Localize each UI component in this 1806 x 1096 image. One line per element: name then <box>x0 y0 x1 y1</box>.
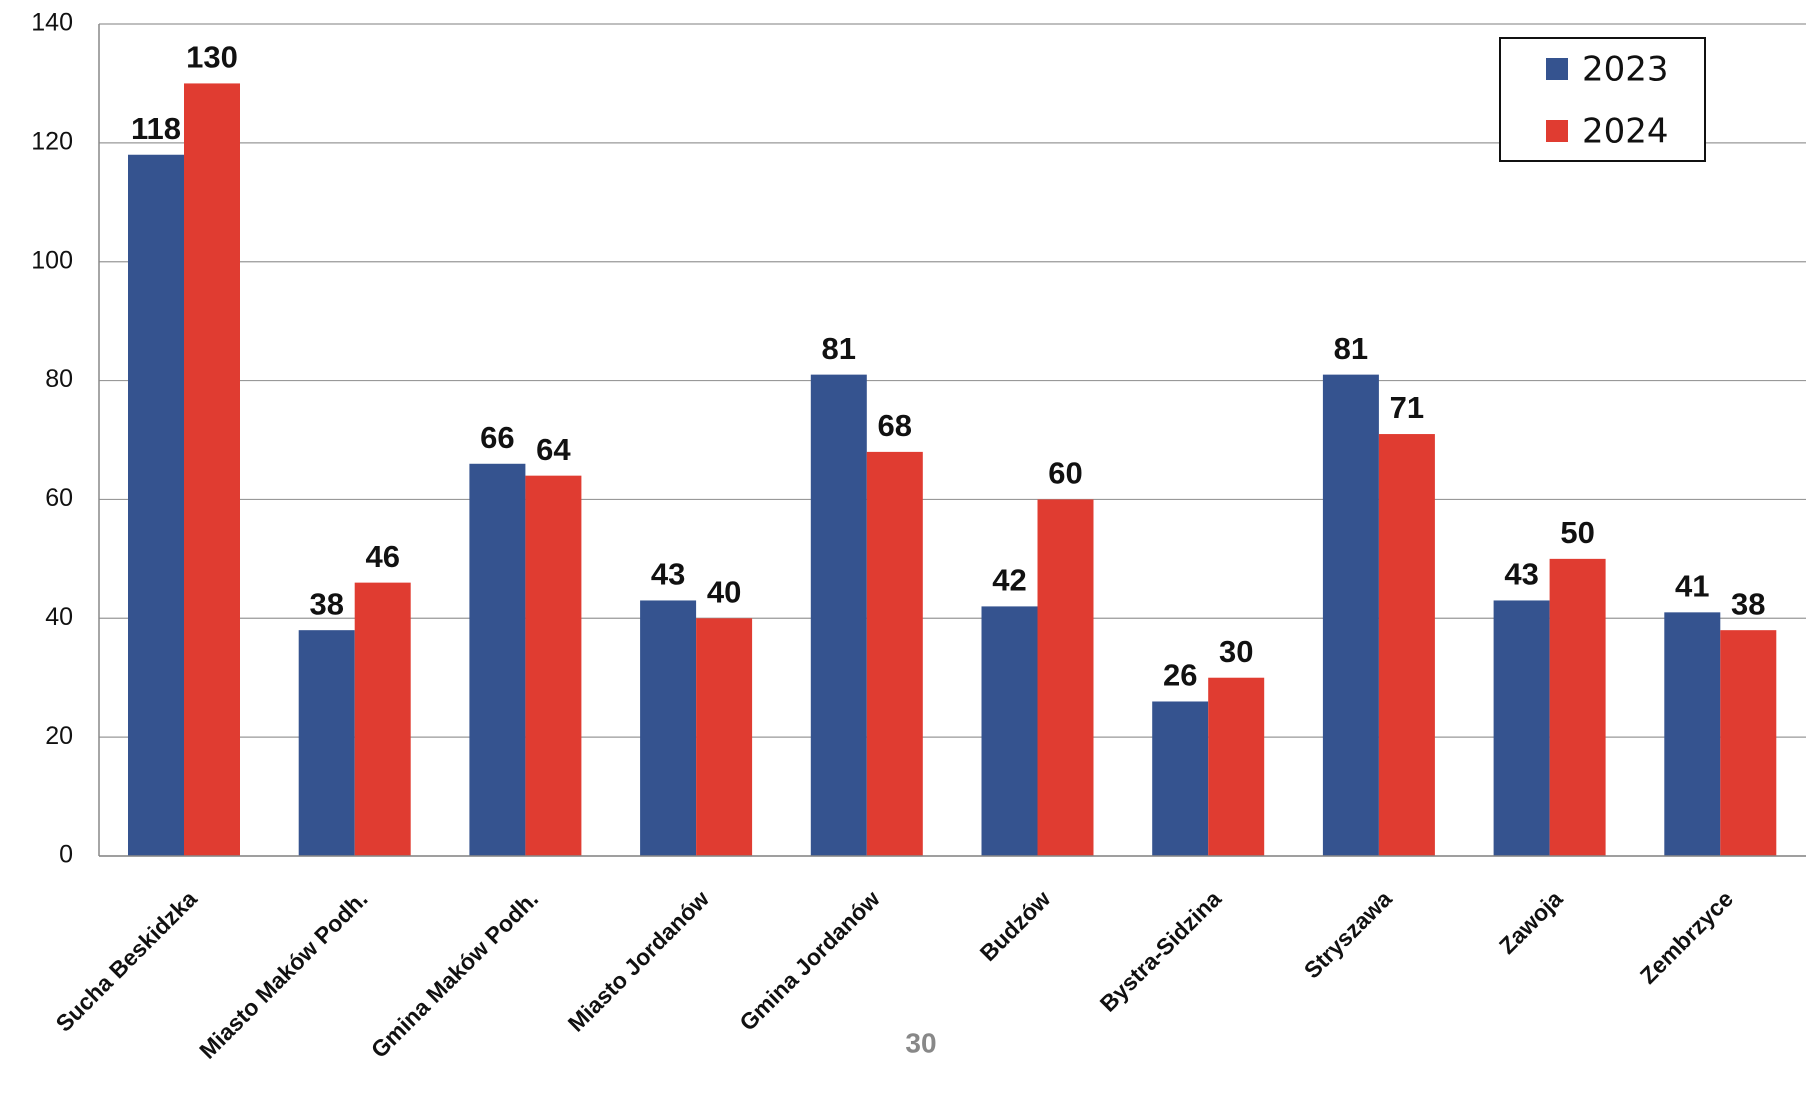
page-number: 30 <box>905 1027 936 1058</box>
value-label: 81 <box>1334 331 1368 366</box>
value-label: 60 <box>1048 456 1082 491</box>
x-tick-label: Gmina Jordanów <box>734 885 884 1035</box>
value-label: 40 <box>707 574 741 609</box>
y-tick-label: 140 <box>31 9 73 37</box>
x-tick-label: Zawoja <box>1494 885 1568 959</box>
bar <box>1720 630 1777 856</box>
x-tick-label: Sucha Beskidzka <box>51 885 202 1036</box>
x-tick-label: Miasto Maków Podh. <box>194 885 372 1063</box>
value-label: 38 <box>1731 586 1765 621</box>
value-label: 81 <box>822 331 856 366</box>
value-label: 130 <box>186 40 238 75</box>
y-tick-label: 60 <box>45 484 73 512</box>
value-label: 46 <box>365 539 399 574</box>
bar <box>810 374 867 856</box>
value-label: 71 <box>1390 390 1424 425</box>
legend-label: 2024 <box>1582 112 1669 152</box>
value-label: 30 <box>1219 634 1253 669</box>
value-label: 50 <box>1560 515 1594 550</box>
x-tick-label: Stryszawa <box>1299 885 1397 983</box>
bar <box>866 451 923 856</box>
bar <box>128 154 184 856</box>
y-tick-label: 20 <box>45 722 73 750</box>
value-label: 42 <box>992 563 1026 598</box>
bar <box>354 582 411 856</box>
value-label: 38 <box>309 586 343 621</box>
value-label: 64 <box>536 432 571 467</box>
bar <box>1664 612 1721 856</box>
value-label: 66 <box>480 420 514 455</box>
x-tick-label: Bystra-Sidzina <box>1095 885 1227 1017</box>
bar <box>696 618 753 856</box>
value-label: 43 <box>1504 557 1538 592</box>
legend-label: 2023 <box>1582 50 1669 90</box>
y-tick-label: 120 <box>31 127 73 155</box>
bar <box>525 475 582 856</box>
value-label: 43 <box>651 557 685 592</box>
legend-box <box>1499 37 1706 162</box>
bar <box>469 463 526 856</box>
bar <box>1493 600 1550 856</box>
bar <box>640 600 697 856</box>
legend-swatch <box>1546 120 1568 142</box>
bar <box>981 606 1038 856</box>
legend-swatch <box>1546 58 1568 80</box>
value-label: 41 <box>1675 569 1709 604</box>
y-tick-label: 40 <box>45 603 73 631</box>
value-label: 68 <box>878 408 912 443</box>
bar <box>1037 499 1094 856</box>
x-tick-label: Budzów <box>975 885 1056 966</box>
bar <box>1152 701 1209 856</box>
y-tick-label: 100 <box>31 246 73 274</box>
bar <box>1208 677 1265 856</box>
y-tick-label: 0 <box>59 841 73 869</box>
x-tick-label: Gmina Maków Podh. <box>366 885 543 1062</box>
bar <box>184 83 240 856</box>
x-tick-label: Miasto Jordanów <box>563 885 714 1036</box>
y-tick-label: 80 <box>45 365 73 393</box>
value-label: 26 <box>1163 658 1197 693</box>
x-tick-label: Zembrzyce <box>1635 885 1738 988</box>
bar <box>298 630 355 856</box>
bar <box>1322 374 1379 856</box>
bar <box>1549 558 1606 856</box>
value-label: 118 <box>131 111 181 146</box>
bar <box>1378 434 1435 856</box>
